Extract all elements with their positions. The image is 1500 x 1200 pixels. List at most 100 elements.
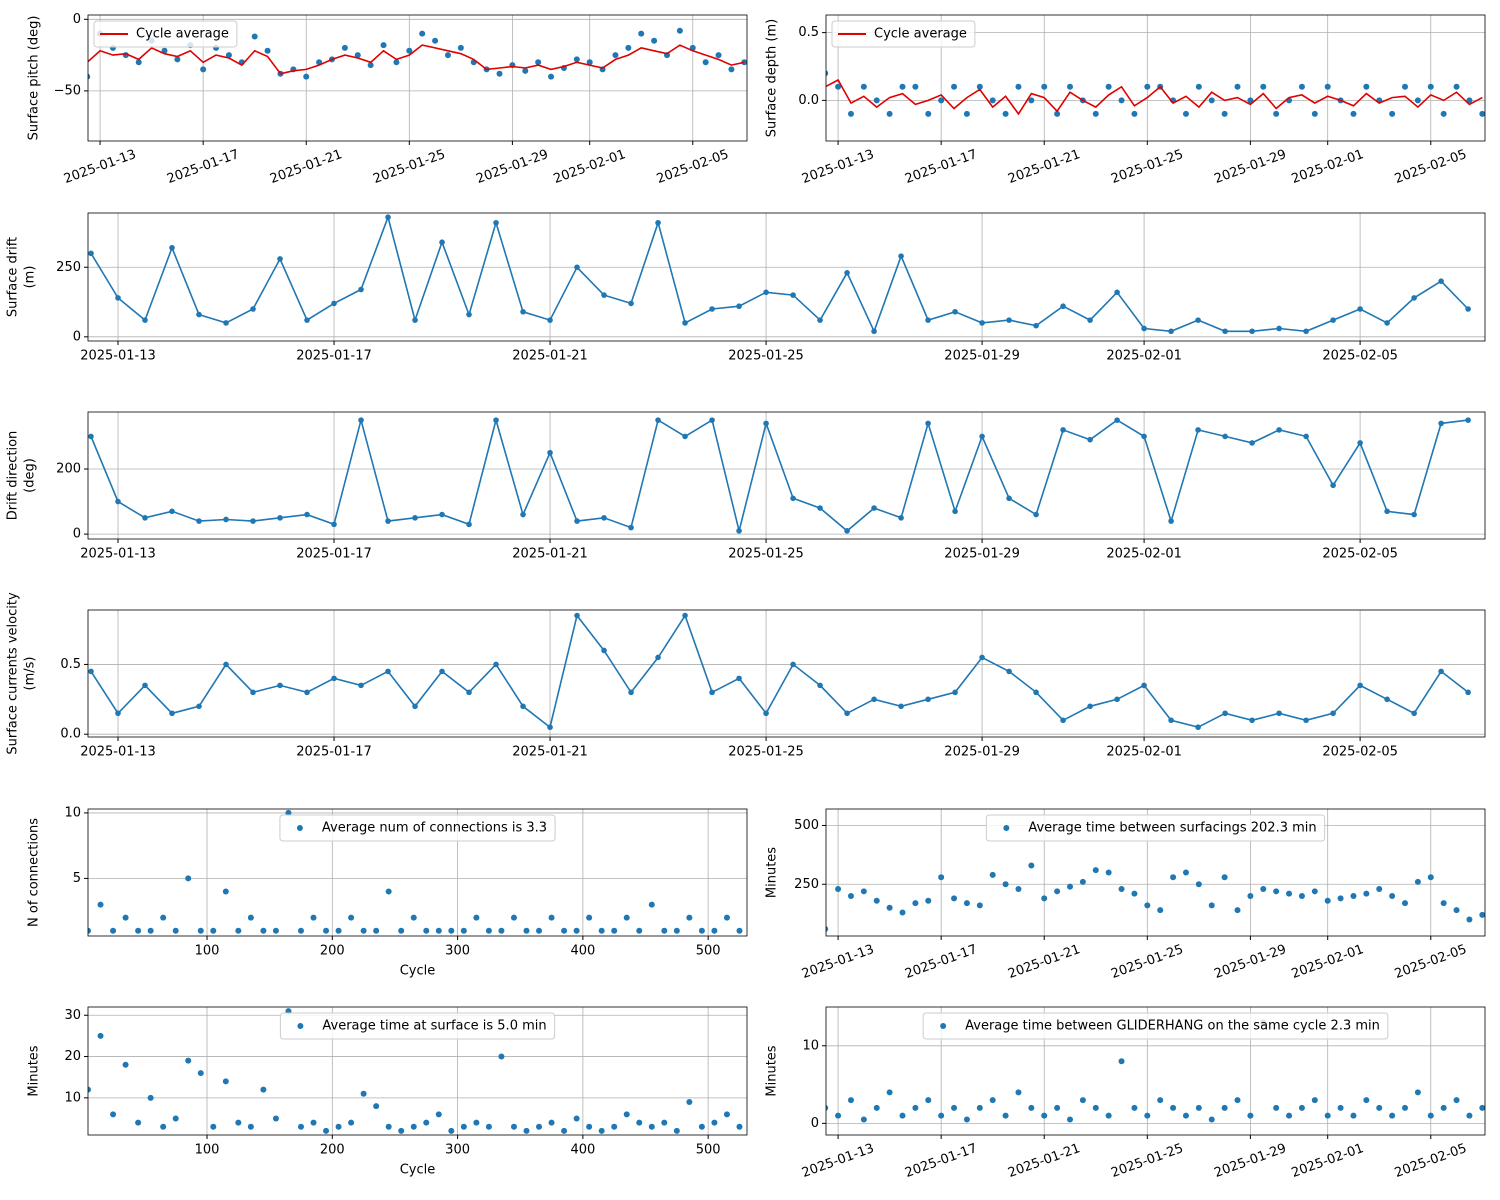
y-tick-label: 5 [73, 871, 81, 886]
point [110, 927, 117, 934]
point [185, 875, 192, 882]
point [373, 927, 380, 934]
point [1330, 482, 1336, 489]
point [686, 914, 693, 921]
legend-label: Cycle average [136, 27, 229, 42]
y-axis-label: Minutes [27, 1045, 42, 1096]
x-tick-label: 2025-02-05 [1322, 349, 1398, 364]
point [1002, 1112, 1009, 1119]
x-tick-label: 2025-02-01 [1290, 147, 1366, 187]
point [1427, 83, 1434, 90]
point [1033, 511, 1039, 518]
point [1028, 97, 1035, 104]
point [899, 909, 906, 916]
x-tick-label: 2025-01-17 [296, 547, 372, 562]
point [135, 927, 142, 934]
point [160, 914, 167, 921]
point [1276, 325, 1282, 332]
y-tick-label: 30 [64, 1008, 81, 1023]
point [1414, 1089, 1421, 1096]
point [860, 83, 867, 90]
x-tick-label: 2025-02-05 [1393, 1141, 1469, 1181]
point [963, 110, 970, 117]
point [1006, 668, 1012, 675]
point [196, 703, 202, 710]
x-tick-label: 2025-01-25 [371, 147, 447, 187]
x-tick-label: 2025-01-29 [944, 349, 1020, 364]
point [1208, 1116, 1215, 1123]
axes-frame [825, 1006, 1486, 1136]
point [1222, 328, 1228, 335]
point [1330, 317, 1336, 323]
point [586, 914, 593, 921]
x-tick-label: 2025-01-21 [1006, 1141, 1082, 1181]
point [466, 311, 472, 318]
point [1311, 110, 1318, 117]
point [1221, 874, 1228, 881]
point [873, 897, 880, 904]
point [1195, 1104, 1202, 1111]
y-axis-label: (m) [23, 266, 38, 289]
point [210, 927, 217, 934]
plot-area [826, 1019, 1485, 1123]
point [951, 895, 958, 902]
point [410, 914, 417, 921]
point [1465, 306, 1471, 312]
x-tick-label: 2025-02-05 [1393, 942, 1469, 982]
point [790, 495, 796, 502]
point [1249, 717, 1255, 724]
point [736, 927, 743, 934]
point [358, 286, 364, 293]
point [304, 511, 310, 518]
point [817, 317, 823, 323]
point [196, 518, 202, 524]
point [398, 1127, 405, 1134]
point [335, 1123, 342, 1130]
point [523, 927, 530, 934]
y-tick-label: 20 [64, 1049, 81, 1064]
point [200, 66, 207, 73]
legend-swatch [1003, 825, 1010, 831]
point [250, 689, 256, 696]
x-tick-label: 2025-01-25 [728, 547, 804, 562]
point [1144, 1112, 1151, 1119]
point [1067, 83, 1074, 90]
point [264, 47, 271, 54]
x-axis-label: Cycle [400, 964, 436, 979]
point [97, 1032, 104, 1039]
point [169, 508, 175, 515]
point [847, 110, 854, 117]
point [1118, 97, 1125, 104]
point [536, 1123, 543, 1130]
x-tick-label: 200 [320, 944, 345, 959]
point [651, 37, 658, 44]
point [655, 654, 661, 661]
point [493, 417, 499, 423]
point [1303, 433, 1309, 440]
point [586, 1123, 593, 1130]
axes-frame [87, 808, 748, 937]
y-axis-label: Drift direction [6, 431, 21, 521]
point [385, 668, 391, 675]
point [1118, 885, 1125, 892]
point [548, 73, 555, 80]
point [976, 1104, 983, 1111]
point [250, 306, 256, 312]
x-tick-label: 2025-01-17 [903, 1141, 979, 1181]
point [485, 1123, 492, 1130]
y-tick-label: 10 [802, 1038, 819, 1053]
x-tick-label: 2025-01-21 [1006, 942, 1082, 982]
point [1276, 427, 1282, 433]
point [844, 710, 850, 717]
point [1221, 1104, 1228, 1111]
point [1414, 878, 1421, 885]
point [886, 1089, 893, 1096]
point [498, 1053, 505, 1060]
point [1015, 1089, 1022, 1096]
x-tick-label: 2025-01-21 [512, 745, 588, 760]
point [952, 508, 958, 515]
point [728, 66, 735, 73]
y-tick-label: 0.0 [798, 93, 819, 108]
y-tick-label: 0.0 [60, 727, 81, 742]
subplot: 0.0 0.5 2025-01-13 2025-01-17 2025-01-21 2025… [6, 592, 1486, 760]
